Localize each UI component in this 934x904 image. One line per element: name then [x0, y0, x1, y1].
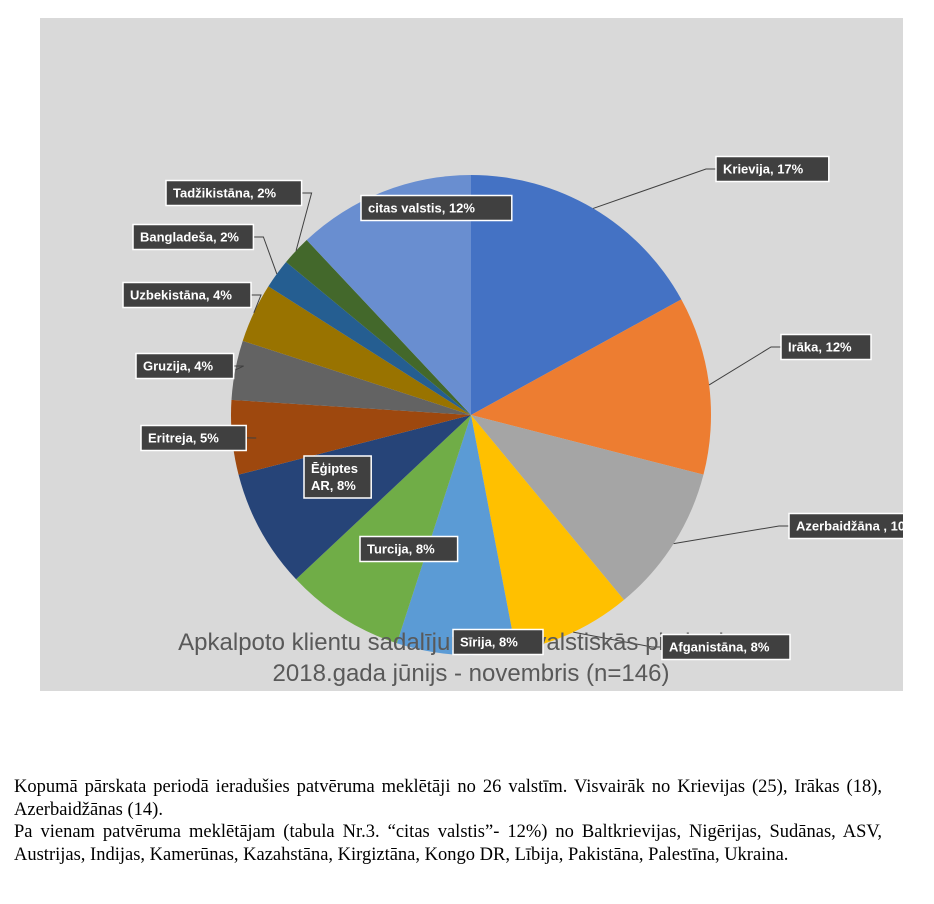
data-label-box	[132, 223, 255, 251]
slice-data-label: Ēģiptes AR, 8%	[303, 455, 372, 499]
slice-data-label: Azerbaidžāna , 10%	[788, 512, 903, 540]
leader-line	[593, 168, 716, 209]
data-label-text: Azerbaidžāna , 10%	[796, 519, 903, 534]
slice-data-label: Krievija, 17%	[715, 155, 830, 183]
data-label-box	[715, 155, 830, 183]
pie-slice	[296, 415, 471, 644]
pie-slice	[471, 175, 682, 415]
data-label-text: Gruzija, 4%	[143, 359, 214, 374]
chart-title-line-2: 2018.gada jūnijs - novembris (n=146)	[273, 660, 670, 687]
data-label-box	[359, 535, 459, 563]
pie-slice	[471, 299, 711, 475]
pie-slice	[471, 415, 704, 600]
leader-line	[253, 236, 278, 275]
pie-slice	[268, 262, 471, 415]
data-label-box	[452, 628, 544, 656]
data-label-box	[303, 455, 372, 499]
data-label-text: Ēģiptes	[311, 461, 358, 476]
data-label-box	[122, 281, 252, 309]
pie-slice	[471, 415, 624, 651]
pie-slice	[396, 415, 516, 655]
slice-data-label: Afganistāna, 8%	[661, 633, 791, 661]
pie-slice	[242, 286, 471, 415]
pie-chart: Apkalpoto klientu sadalījums pēc valstis…	[122, 155, 903, 687]
chart-panel: Apkalpoto klientu sadalījums pēc valstis…	[40, 18, 903, 691]
caption: Kopumā pārskata periodā ieradušies patvē…	[14, 776, 882, 866]
data-label-text: Irāka, 12%	[788, 340, 852, 355]
leader-line	[673, 525, 789, 545]
data-label-text: Krievija, 17%	[723, 162, 804, 177]
slice-data-label: Tadžikistāna, 2%	[165, 179, 303, 207]
leader-line	[573, 631, 662, 648]
slice-data-label: Bangladeša, 2%	[132, 223, 255, 251]
pie-slice	[231, 340, 471, 415]
slice-data-label: Turcija, 8%	[359, 535, 459, 563]
data-label-text: Tadžikistāna, 2%	[173, 186, 277, 201]
pie-slice	[230, 399, 471, 475]
pie-slice	[306, 175, 471, 415]
data-label-box	[360, 194, 513, 222]
slice-data-label: Irāka, 12%	[780, 333, 872, 361]
data-label-text: Sīrija, 8%	[460, 635, 518, 650]
leader-line	[251, 294, 262, 313]
caption-paragraph-1: Kopumā pārskata periodā ieradušies patvē…	[14, 777, 882, 820]
slice-data-label: Sīrija, 8%	[452, 628, 544, 656]
pie-slice	[286, 240, 471, 415]
slice-data-label: Gruzija, 4%	[135, 352, 235, 380]
leader-line	[708, 346, 781, 386]
data-label-text: AR, 8%	[311, 478, 356, 493]
data-label-text: citas valstis, 12%	[368, 201, 475, 216]
data-label-box	[135, 352, 235, 380]
data-label-text: Uzbekistāna, 4%	[130, 288, 232, 303]
data-label-box	[140, 424, 247, 452]
data-label-box	[661, 633, 791, 661]
data-label-text: Afganistāna, 8%	[669, 640, 770, 655]
data-label-box	[788, 512, 903, 540]
data-label-text: Bangladeša, 2%	[140, 230, 239, 245]
slice-data-label: Eritreja, 5%	[140, 424, 247, 452]
slice-data-label: citas valstis, 12%	[360, 194, 513, 222]
slice-data-label: Uzbekistāna, 4%	[122, 281, 252, 309]
leader-line	[233, 365, 244, 371]
data-label-box	[780, 333, 872, 361]
data-label-box	[165, 179, 303, 207]
leader-line	[295, 192, 313, 251]
data-label-text: Eritreja, 5%	[148, 431, 219, 446]
caption-paragraph-2: Pa vienam patvēruma meklētājam (tabula N…	[14, 822, 882, 865]
data-label-text: Turcija, 8%	[367, 542, 435, 557]
